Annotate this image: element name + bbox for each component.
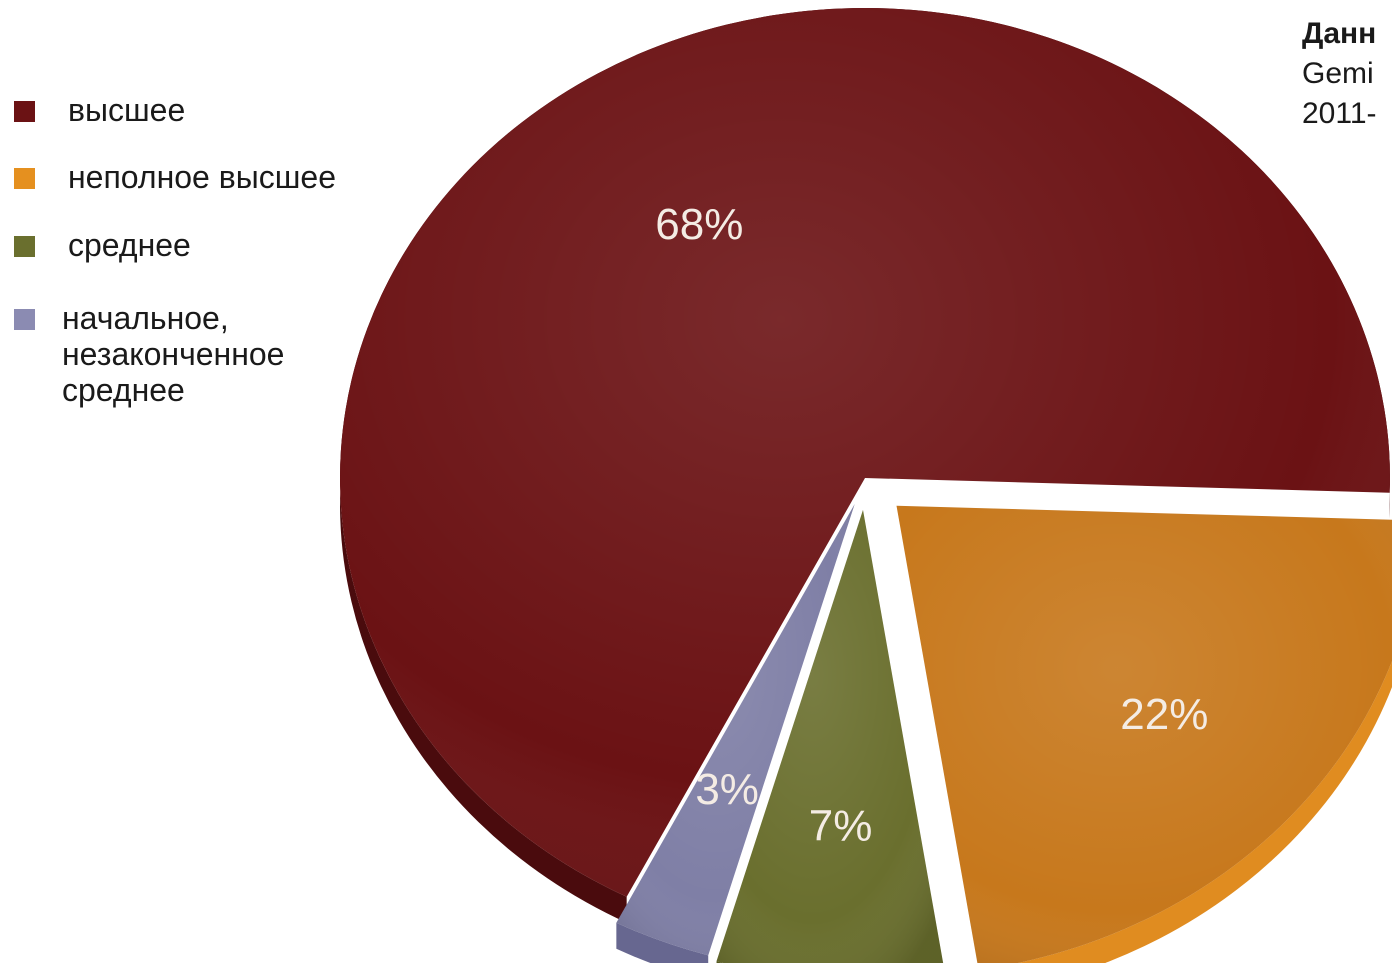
- legend-label-incomplete-higher: неполное высшее: [68, 159, 336, 195]
- legend-swatch-secondary: [14, 236, 35, 257]
- legend-swatch-higher: [14, 101, 35, 122]
- pie-label-secondary: 7%: [809, 802, 873, 851]
- legend-label-primary: начальное, незаконченное среднее: [62, 300, 285, 408]
- pie-label-incomplete-higher: 22%: [1120, 690, 1208, 739]
- pie-slice-side-primary: [616, 922, 709, 963]
- pie-slice-sheen-incomplete-higher: [896, 505, 1392, 963]
- source-note-line-2: 2011-: [1302, 97, 1377, 130]
- source-note-line-1: Gemi: [1302, 57, 1374, 90]
- source-note-title: Данн: [1302, 17, 1377, 50]
- pie-slice-side-incomplete-higher: [1017, 660, 1392, 963]
- legend-label-secondary: среднее: [68, 227, 191, 263]
- legend-swatch-primary: [14, 309, 35, 330]
- pie-slice-sheen-higher: [340, 8, 1390, 897]
- pie-label-higher: 68%: [655, 200, 743, 249]
- pie-slice-sheen-secondary: [716, 509, 944, 963]
- pie-slice-sheen-primary: [616, 504, 855, 956]
- source-note: Данн Gemi 2011-: [1302, 14, 1392, 144]
- legend-label-higher: высшее: [68, 92, 186, 128]
- legend-swatch-incomplete-higher: [14, 168, 35, 189]
- pie-label-primary: 3%: [695, 765, 759, 814]
